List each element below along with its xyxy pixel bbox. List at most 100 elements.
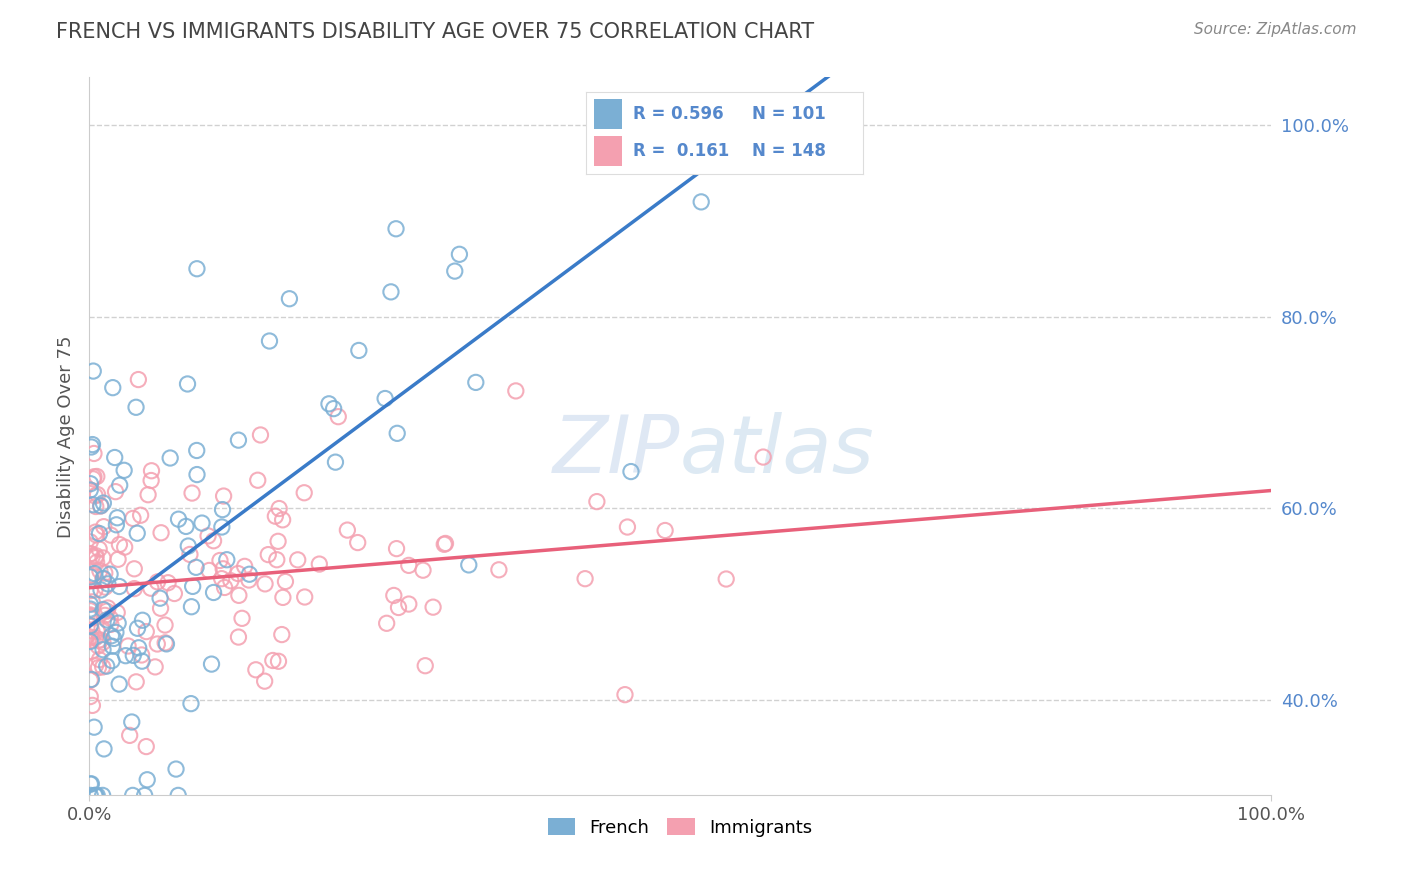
Point xyxy=(91,642,114,657)
Point xyxy=(211,572,233,586)
Point xyxy=(107,616,129,631)
Point xyxy=(84,658,107,673)
Point xyxy=(180,599,202,614)
Point xyxy=(136,772,159,787)
Point xyxy=(186,467,208,482)
Point xyxy=(100,617,122,632)
Point xyxy=(153,636,176,650)
Point xyxy=(186,261,208,276)
Point xyxy=(117,639,139,653)
Point xyxy=(84,550,107,565)
Point xyxy=(89,564,111,578)
Point xyxy=(89,526,111,541)
Point xyxy=(80,440,103,454)
Point xyxy=(167,512,190,526)
Point xyxy=(80,644,103,658)
Point xyxy=(347,343,370,358)
Point xyxy=(614,688,637,702)
Point xyxy=(211,520,233,534)
Point xyxy=(267,654,290,668)
Point xyxy=(125,401,148,415)
Point xyxy=(127,373,149,387)
Point xyxy=(82,567,104,582)
Text: atlas: atlas xyxy=(681,412,875,490)
Point xyxy=(214,581,236,595)
Point xyxy=(122,511,145,525)
Point xyxy=(104,625,127,640)
Point xyxy=(278,292,301,306)
Point xyxy=(131,648,153,662)
Point xyxy=(150,525,173,540)
Point xyxy=(82,498,104,512)
Point xyxy=(131,654,153,668)
Point xyxy=(433,537,456,551)
Point xyxy=(86,555,108,569)
Point xyxy=(129,508,152,523)
Point xyxy=(228,433,250,447)
Point xyxy=(638,99,661,113)
Point xyxy=(79,535,101,549)
Point xyxy=(208,553,231,567)
Point xyxy=(80,673,103,687)
Point xyxy=(375,616,398,631)
Point xyxy=(91,602,114,616)
Point xyxy=(143,660,166,674)
Point xyxy=(191,516,214,530)
Point xyxy=(238,567,260,582)
Point xyxy=(82,549,104,564)
Point xyxy=(84,549,107,563)
Point xyxy=(153,618,176,632)
Point xyxy=(262,653,284,667)
Point xyxy=(79,597,101,611)
Point xyxy=(690,194,713,209)
Point xyxy=(654,524,676,538)
Point xyxy=(96,604,118,618)
Point xyxy=(380,285,402,299)
Point xyxy=(202,533,225,548)
Point xyxy=(97,577,120,591)
Point xyxy=(246,473,269,487)
Point xyxy=(211,502,233,516)
Point xyxy=(714,572,737,586)
Point xyxy=(114,540,136,554)
Point xyxy=(79,777,101,791)
Point xyxy=(449,247,471,261)
Point xyxy=(720,145,742,159)
Point xyxy=(443,264,465,278)
Point xyxy=(124,562,146,576)
Point xyxy=(413,658,436,673)
Point xyxy=(325,455,347,469)
Point xyxy=(752,450,775,464)
Point xyxy=(79,607,101,622)
Point xyxy=(274,574,297,589)
Point xyxy=(84,789,107,803)
Point xyxy=(176,376,198,391)
Point xyxy=(90,499,112,513)
Point xyxy=(79,547,101,561)
Point xyxy=(90,499,112,513)
Point xyxy=(184,560,207,574)
Text: FRENCH VS IMMIGRANTS DISABILITY AGE OVER 75 CORRELATION CHART: FRENCH VS IMMIGRANTS DISABILITY AGE OVER… xyxy=(56,22,814,42)
Point xyxy=(387,600,409,615)
Point xyxy=(89,541,111,556)
Point xyxy=(93,571,115,585)
Text: ZIP: ZIP xyxy=(553,412,681,490)
Point xyxy=(346,535,368,549)
Point xyxy=(91,635,114,649)
Point xyxy=(98,567,121,582)
Point xyxy=(385,221,408,235)
Point xyxy=(82,437,104,451)
Point xyxy=(253,674,276,689)
Point xyxy=(79,690,101,704)
Point xyxy=(135,624,157,639)
Point xyxy=(167,789,190,803)
Point xyxy=(83,470,105,484)
Text: Source: ZipAtlas.com: Source: ZipAtlas.com xyxy=(1194,22,1357,37)
Point xyxy=(212,489,235,503)
Point xyxy=(398,597,420,611)
Point xyxy=(254,577,277,591)
Point xyxy=(83,566,105,581)
Point xyxy=(79,476,101,491)
Point xyxy=(91,550,114,565)
Point xyxy=(181,579,204,593)
